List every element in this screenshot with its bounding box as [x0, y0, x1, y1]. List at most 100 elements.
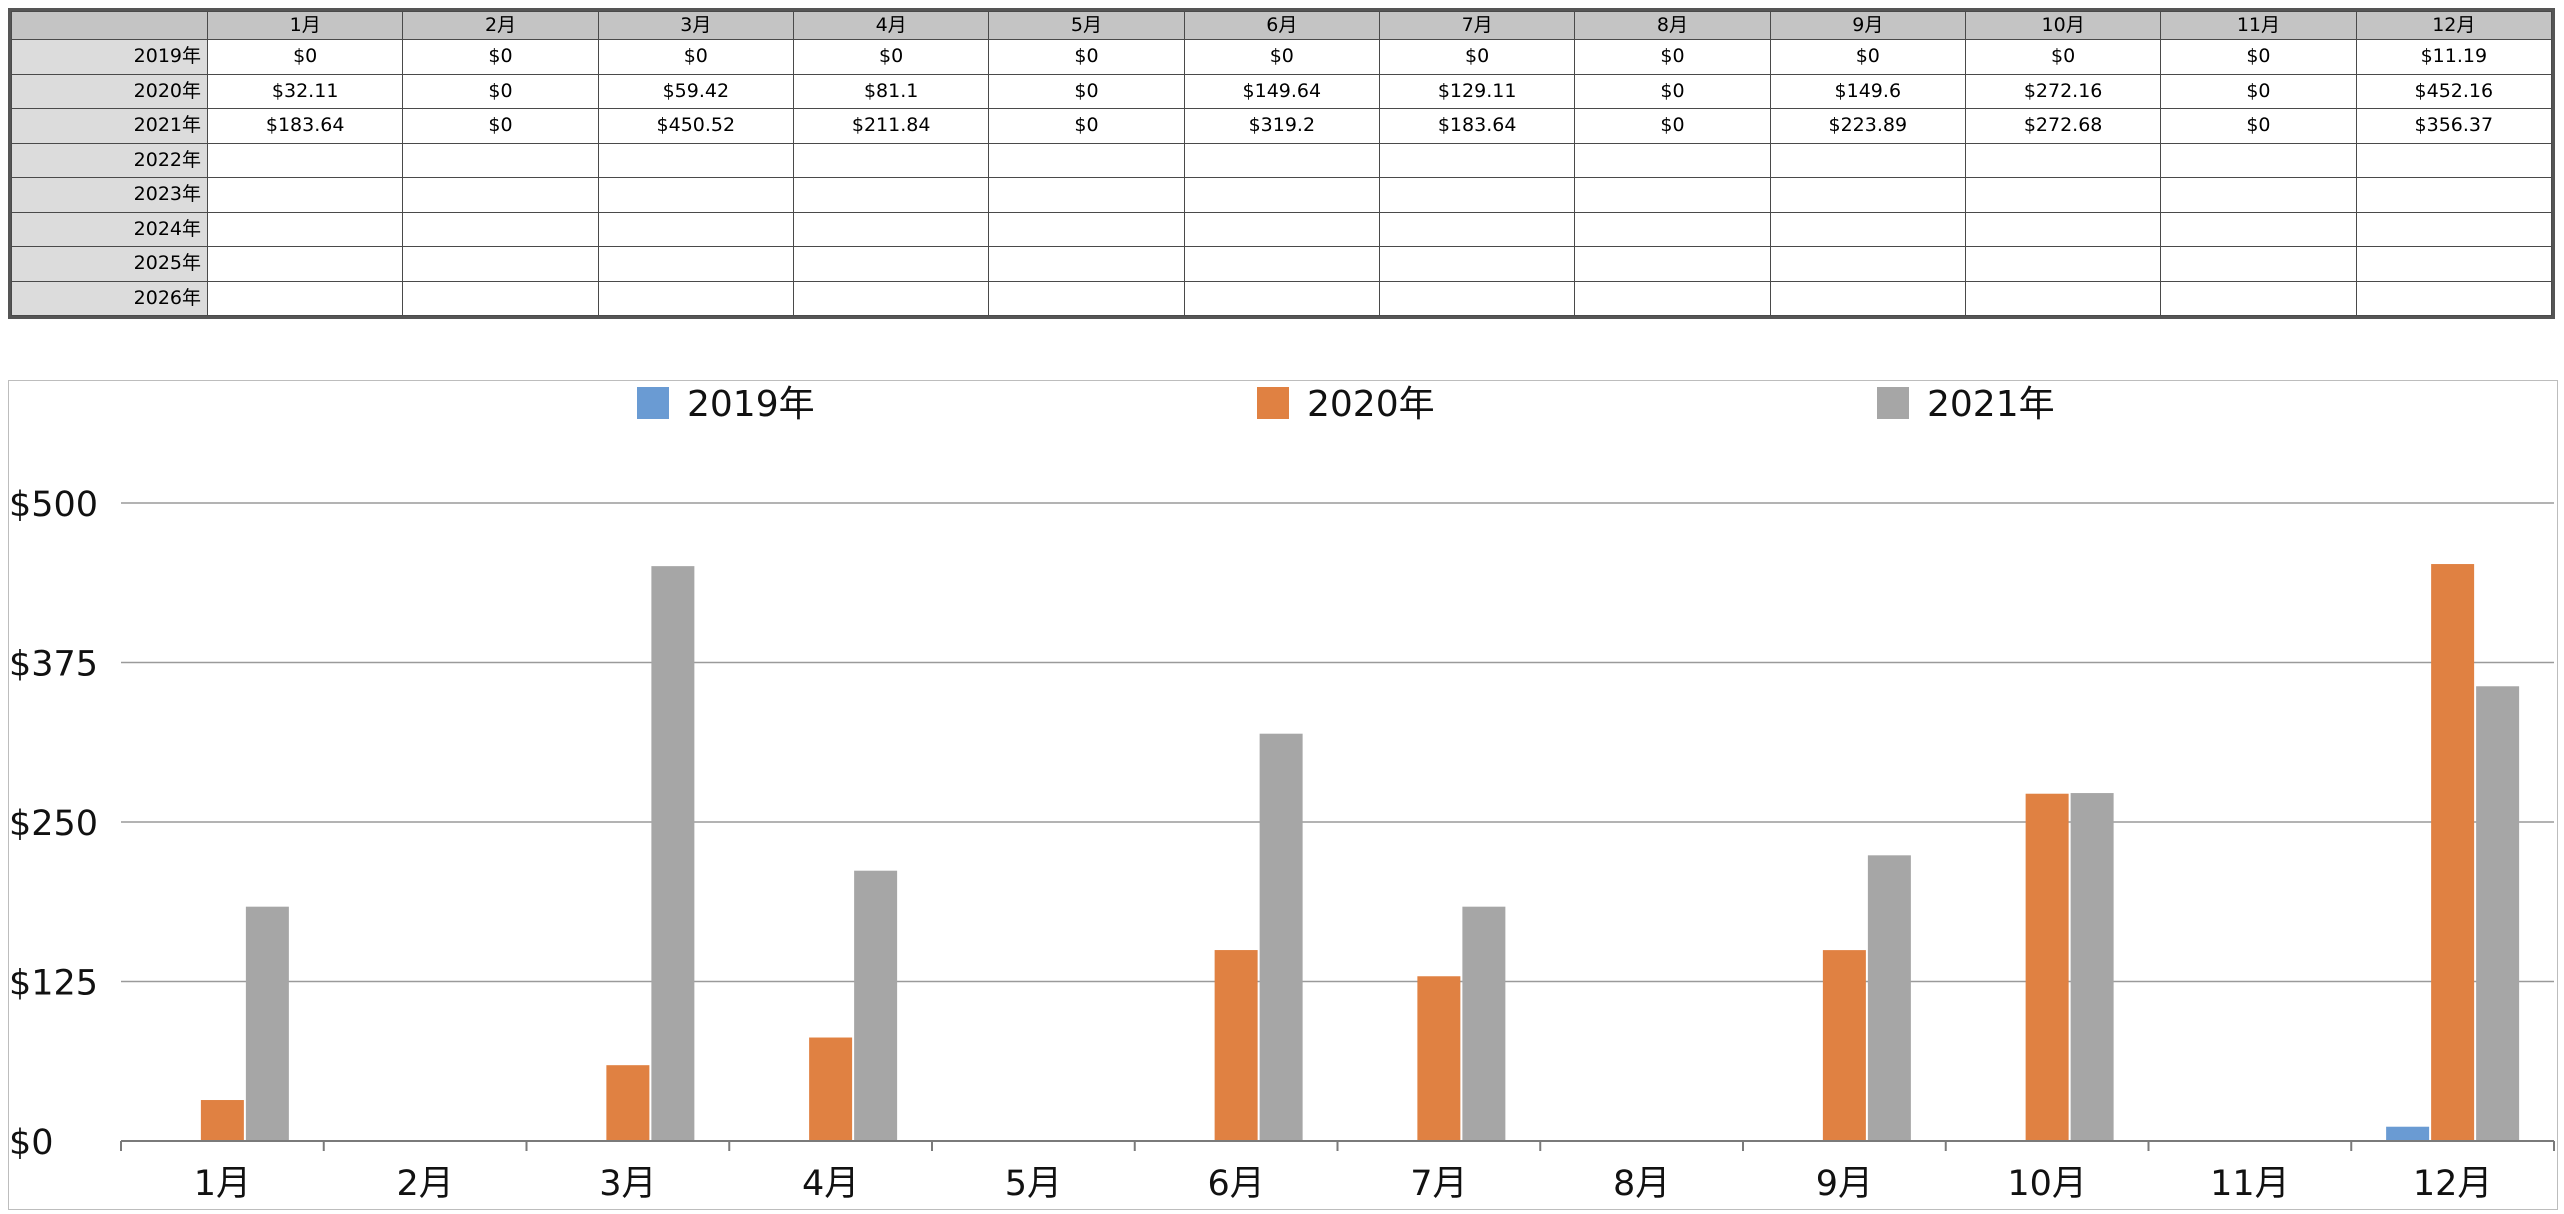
table-cell[interactable]: [988, 280, 1185, 316]
bar[interactable]: [1822, 950, 1866, 1141]
row-header[interactable]: 2022年: [11, 142, 208, 178]
table-cell[interactable]: $11.19: [2355, 39, 2553, 75]
table-cell[interactable]: $0: [206, 39, 404, 75]
table-cell[interactable]: [2355, 280, 2553, 316]
bar[interactable]: [606, 1065, 650, 1141]
table-cell[interactable]: $0: [988, 108, 1185, 144]
table-cell[interactable]: $0: [402, 108, 599, 144]
table-cell[interactable]: $0: [402, 39, 599, 75]
table-cell[interactable]: [792, 177, 990, 213]
column-header[interactable]: 9月: [1769, 11, 1966, 40]
table-cell[interactable]: [988, 211, 1185, 247]
bar[interactable]: [809, 1037, 853, 1141]
table-cell[interactable]: [1378, 142, 1576, 178]
table-cell[interactable]: [988, 142, 1185, 178]
column-header[interactable]: 12月: [2355, 11, 2553, 40]
row-header[interactable]: 2021年: [11, 108, 208, 144]
table-cell[interactable]: [1769, 177, 1966, 213]
table-cell[interactable]: [1574, 246, 1771, 282]
table-cell[interactable]: $0: [2160, 73, 2357, 109]
table-cell[interactable]: [2160, 177, 2357, 213]
table-cell[interactable]: $0: [1183, 39, 1380, 75]
table-cell[interactable]: [1378, 246, 1576, 282]
bar[interactable]: [200, 1100, 244, 1141]
table-cell[interactable]: [402, 246, 599, 282]
table-cell[interactable]: $0: [597, 39, 794, 75]
table-cell[interactable]: $452.16: [2355, 73, 2553, 109]
table-cell[interactable]: $149.64: [1183, 73, 1380, 109]
bar[interactable]: [2431, 564, 2475, 1141]
table-cell[interactable]: $223.89: [1769, 108, 1966, 144]
table-cell[interactable]: [402, 211, 599, 247]
table-cell[interactable]: [1769, 280, 1966, 316]
table-cell[interactable]: [2160, 280, 2357, 316]
table-cell[interactable]: [597, 246, 794, 282]
table-cell[interactable]: [1183, 211, 1380, 247]
table-cell[interactable]: [1574, 211, 1771, 247]
table-cell[interactable]: [1964, 280, 2162, 316]
table-cell[interactable]: [1574, 280, 1771, 316]
table-cell[interactable]: $0: [1378, 39, 1576, 75]
table-cell[interactable]: [597, 177, 794, 213]
table-cell[interactable]: [792, 211, 990, 247]
table-cell[interactable]: [1378, 280, 1576, 316]
table-cell[interactable]: [1378, 177, 1576, 213]
row-header[interactable]: 2023年: [11, 177, 208, 213]
table-cell[interactable]: [1183, 246, 1380, 282]
column-header[interactable]: 8月: [1574, 11, 1771, 40]
table-cell[interactable]: [2160, 142, 2357, 178]
chart-area[interactable]: $0 $125 $250 $375 $500 1月 2月 3月 4月 5月 6月 7月 8月 9月 10月…: [8, 380, 2558, 1210]
column-header[interactable]: 6月: [1183, 11, 1380, 40]
table-cell[interactable]: [792, 280, 990, 316]
table-cell[interactable]: [597, 142, 794, 178]
table-cell[interactable]: $211.84: [792, 108, 990, 144]
row-header[interactable]: 2024年: [11, 211, 208, 247]
table-cell[interactable]: [206, 280, 404, 316]
column-header[interactable]: 5月: [988, 11, 1185, 40]
bar[interactable]: [651, 566, 695, 1141]
table-cell[interactable]: $32.11: [206, 73, 404, 109]
table-cell[interactable]: [402, 142, 599, 178]
table-cell[interactable]: [1769, 246, 1966, 282]
table-cell[interactable]: [206, 211, 404, 247]
column-header[interactable]: 11月: [2160, 11, 2357, 40]
table-cell[interactable]: [2160, 211, 2357, 247]
column-header[interactable]: 7月: [1378, 11, 1576, 40]
table-cell[interactable]: $0: [2160, 39, 2357, 75]
table-cell[interactable]: [1769, 211, 1966, 247]
table-cell[interactable]: [206, 246, 404, 282]
row-header[interactable]: 2019年: [11, 39, 208, 75]
table-cell[interactable]: [402, 280, 599, 316]
table-cell[interactable]: $0: [1574, 108, 1771, 144]
bar[interactable]: [2070, 793, 2114, 1141]
bar[interactable]: [854, 870, 898, 1141]
row-header[interactable]: 2026年: [11, 280, 208, 316]
table-cell[interactable]: $319.2: [1183, 108, 1380, 144]
table-cell[interactable]: [1183, 142, 1380, 178]
table-cell[interactable]: $450.52: [597, 108, 794, 144]
table-cell[interactable]: [206, 177, 404, 213]
table-cell[interactable]: [1574, 142, 1771, 178]
column-header[interactable]: 10月: [1964, 11, 2162, 40]
corner-cell[interactable]: [11, 11, 208, 40]
bar[interactable]: [1417, 976, 1461, 1141]
table-cell[interactable]: [1574, 177, 1771, 213]
table-cell[interactable]: [1964, 142, 2162, 178]
table-cell[interactable]: [1183, 280, 1380, 316]
table-cell[interactable]: $0: [1574, 73, 1771, 109]
table-cell[interactable]: $0: [1769, 39, 1966, 75]
table-cell[interactable]: [988, 177, 1185, 213]
table-cell[interactable]: [597, 211, 794, 247]
table-cell[interactable]: [1964, 246, 2162, 282]
table-cell[interactable]: $183.64: [206, 108, 404, 144]
column-header[interactable]: 3月: [597, 11, 794, 40]
table-cell[interactable]: [1378, 211, 1576, 247]
table-cell[interactable]: $356.37: [2355, 108, 2553, 144]
table-cell[interactable]: [792, 246, 990, 282]
table-cell[interactable]: $0: [792, 39, 990, 75]
table-cell[interactable]: $0: [988, 73, 1185, 109]
table-cell[interactable]: $0: [988, 39, 1185, 75]
table-cell[interactable]: $59.42: [597, 73, 794, 109]
table-cell[interactable]: [1183, 177, 1380, 213]
table-cell[interactable]: $0: [1964, 39, 2162, 75]
